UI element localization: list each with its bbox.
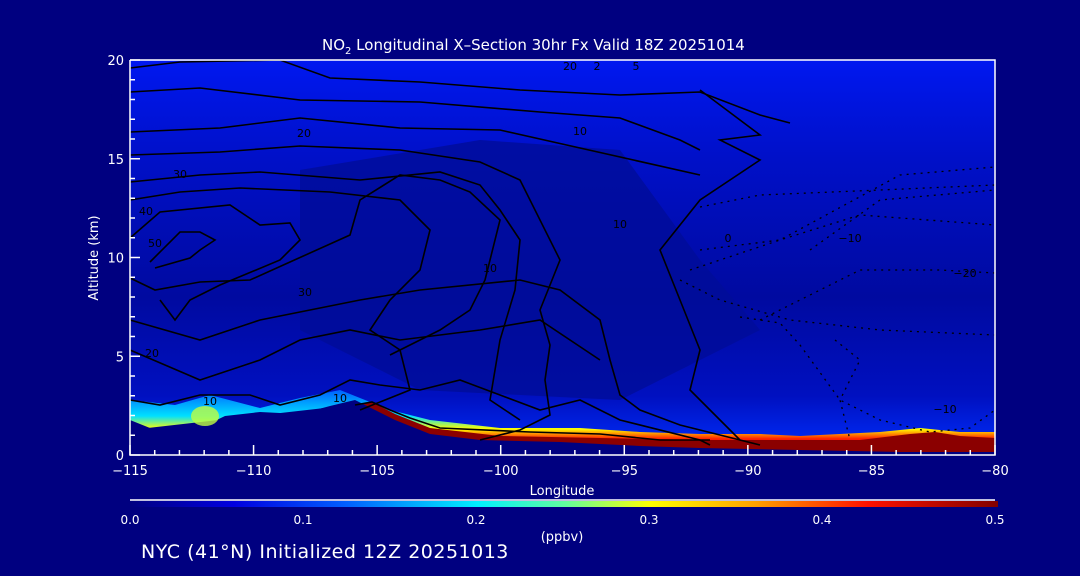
x-tick-label: −110 [236,464,272,479]
x-axis: −115 −110 −105 −100 −95 −90 −85 −80 [112,445,1009,479]
colorbar [130,501,998,507]
contour-label: 10 [613,218,627,231]
colorbar-tick-label: 0.3 [639,513,658,527]
plot-area [130,60,995,455]
contour-label: 10 [333,392,347,405]
x-axis-label: Longitude [530,484,595,499]
y-axis-label: Altitude (km) [87,215,102,300]
x-tick-label: −90 [734,464,761,479]
footer-init-info: NYC (41°N) Initialized 12Z 20251013 [141,541,509,563]
x-tick-label: −80 [981,464,1008,479]
contour-label: 2 [594,60,601,73]
contour-label: 40 [139,205,153,218]
contour-label: 30 [173,168,187,181]
contour-label: −10 [933,403,956,416]
contour-label: 20 [145,347,159,360]
x-tick-label: −95 [611,464,638,479]
x-tick-label: −100 [483,464,519,479]
contour-lines [129,59,791,446]
contour-label: 50 [148,237,162,250]
contour-label: −20 [953,267,976,280]
contour-label: 30 [298,286,312,299]
y-tick-label: 10 [107,252,124,267]
contour-label: 10 [203,395,217,408]
y-tick-label: 20 [107,54,124,69]
colorbar-ticks: 0.0 0.1 0.2 0.3 0.4 0.5 [120,513,1004,527]
colorbar-tick-label: 0.0 [120,513,139,527]
contour-label: 20 [297,127,311,140]
chart-title: NO2 Longitudinal X–Section 30hr Fx Valid… [322,36,745,57]
y-tick-label: 5 [116,350,124,365]
colorbar-tick-label: 0.1 [293,513,312,527]
colorbar-tick-label: 0.5 [985,513,1004,527]
y-tick-label: 0 [116,449,124,464]
contour-label: 10 [573,125,587,138]
contour-label: 20 [563,60,577,73]
contour-labels: 20 30 40 50 30 20 20 10 10 10 10 10 0 −10 −20 −10 2 5 [139,60,977,416]
y-tick-label: 15 [107,153,124,168]
yellow-plume [191,406,219,426]
contour-label: 10 [483,262,497,275]
contour-label: 5 [633,60,640,73]
x-tick-label: −105 [359,464,395,479]
colorbar-units: (ppbv) [541,530,584,545]
colorbar-tick-label: 0.4 [812,513,831,527]
negative-contour-lines [679,166,996,441]
y-axis: 0 5 10 15 20 [107,54,140,464]
colorbar-tick-label: 0.2 [466,513,485,527]
contour-label: −10 [838,232,861,245]
x-tick-label: −115 [112,464,148,479]
contour-label: 0 [725,232,732,245]
x-tick-label: −85 [858,464,885,479]
dark-core-region [300,140,760,400]
